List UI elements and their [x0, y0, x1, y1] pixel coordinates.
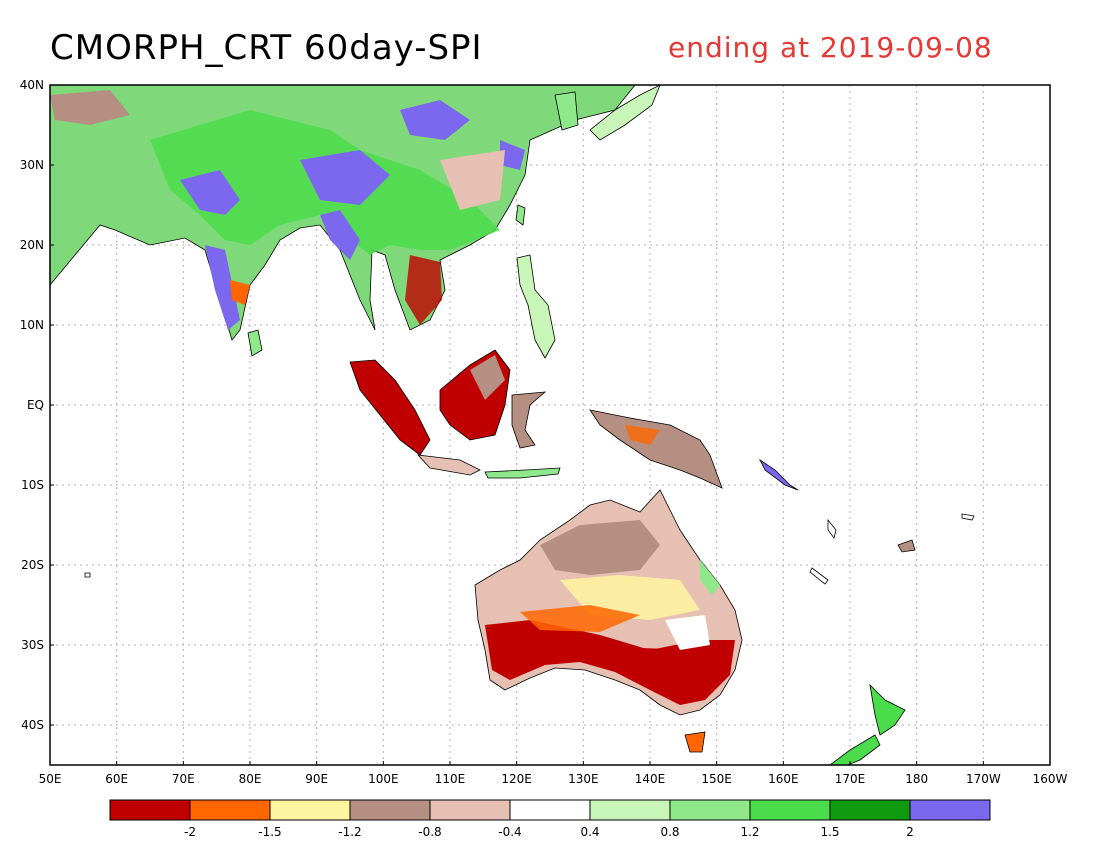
tasmania — [684, 731, 706, 753]
java — [416, 454, 481, 476]
legend-swatch — [429, 799, 511, 821]
lon-label: 130E — [568, 772, 599, 786]
sumatra — [349, 359, 431, 456]
lat-label: 10N — [20, 318, 44, 332]
legend-swatch — [509, 799, 591, 821]
legend-swatch — [269, 799, 351, 821]
legend-swatch — [669, 799, 751, 821]
lat-label: 20N — [20, 238, 44, 252]
lon-label: 160W — [1033, 772, 1068, 786]
asia-very-wet-5 — [320, 210, 360, 260]
longitude-labels: 50E 60E 70E 80E 90E 100E 110E 120E 130E 140E 150E 1… — [39, 761, 1068, 786]
lon-label: 150E — [701, 772, 732, 786]
lon-label: 140E — [635, 772, 666, 786]
map-border — [49, 84, 1051, 766]
new-zealand-south — [829, 734, 881, 765]
asia-very-wet-1 — [180, 170, 240, 215]
lon-label: 180 — [905, 772, 928, 786]
legend-swatch — [909, 799, 991, 821]
australia-southeast-dry — [640, 648, 722, 700]
asia-very-wet-4 — [205, 245, 240, 330]
lon-label: 170W — [966, 772, 1001, 786]
legend-label: 2 — [906, 825, 914, 839]
solomon-islands — [758, 458, 799, 491]
lat-label: 10S — [21, 478, 44, 492]
new-caledonia — [809, 567, 829, 585]
map-subtitle: ending at 2019-09-08 — [668, 31, 993, 64]
legend-label: -1.2 — [338, 825, 361, 839]
land-areas — [50, 85, 975, 765]
legend-label: 1.5 — [820, 825, 839, 839]
new-zealand-north — [869, 683, 906, 736]
asia-very-wet-6 — [500, 140, 525, 170]
legend-label: -0.4 — [498, 825, 521, 839]
legend-swatch — [589, 799, 671, 821]
lon-label: 170E — [835, 772, 866, 786]
map-title: CMORPH_CRT 60day-SPI — [50, 28, 483, 68]
legend-label: -0.8 — [418, 825, 441, 839]
lon-label: 160E — [768, 772, 799, 786]
vanuatu — [827, 518, 837, 539]
lesser-sunda — [484, 467, 561, 479]
new-guinea-dry — [625, 425, 660, 445]
lat-label: 30N — [20, 158, 44, 172]
color-legend: -2 -1.5 -1.2 -0.8 -0.4 0.4 0.8 1.2 1.5 2 — [109, 799, 991, 839]
legend-label: 0.8 — [660, 825, 679, 839]
legend-label: -2 — [184, 825, 196, 839]
sri-lanka — [247, 329, 263, 357]
legend-label: 1.2 — [740, 825, 759, 839]
legend-swatch — [109, 799, 191, 821]
australia-wet-east — [700, 560, 720, 595]
lat-label: 40N — [20, 78, 44, 92]
lon-label: 80E — [239, 772, 262, 786]
lon-label: 90E — [305, 772, 328, 786]
japan — [589, 85, 661, 141]
legend-swatch — [829, 799, 911, 821]
new-guinea — [589, 409, 723, 489]
legend-swatch — [189, 799, 271, 821]
lon-label: 70E — [172, 772, 195, 786]
australia-north-dry — [540, 520, 660, 575]
lon-label: 60E — [105, 772, 128, 786]
asia-dry-patch-4 — [440, 150, 505, 210]
legend-swatch — [749, 799, 831, 821]
mascarene-islands — [84, 572, 91, 578]
asia-very-wet-3 — [400, 100, 470, 140]
lon-label: 100E — [368, 772, 399, 786]
lat-label: 40S — [21, 718, 44, 732]
australia-orange — [520, 605, 640, 632]
lat-label: 20S — [21, 558, 44, 572]
legend-label: 0.4 — [580, 825, 599, 839]
taiwan — [515, 204, 526, 226]
asia-dry-patch-1 — [50, 90, 130, 125]
borneo-mid — [470, 355, 505, 400]
asia-dry-patch-3 — [230, 280, 250, 305]
fiji — [897, 539, 916, 553]
legend-swatch — [349, 799, 431, 821]
lat-label: EQ — [27, 398, 44, 412]
lon-label: 50E — [39, 772, 62, 786]
philippines — [516, 254, 556, 359]
asia-very-wet-2 — [300, 150, 390, 205]
lon-label: 120E — [501, 772, 532, 786]
korea — [554, 91, 579, 131]
australia-white-patch — [665, 615, 710, 650]
legend-label: -1.5 — [258, 825, 281, 839]
lon-label: 110E — [435, 772, 466, 786]
asia-dry-patch-2 — [405, 255, 442, 325]
sulawesi — [511, 391, 547, 449]
latitude-labels: 40N 30N 20N 10N EQ 10S 20S 30S 40S — [20, 78, 54, 732]
lat-label: 30S — [21, 638, 44, 652]
samoa — [961, 513, 975, 521]
